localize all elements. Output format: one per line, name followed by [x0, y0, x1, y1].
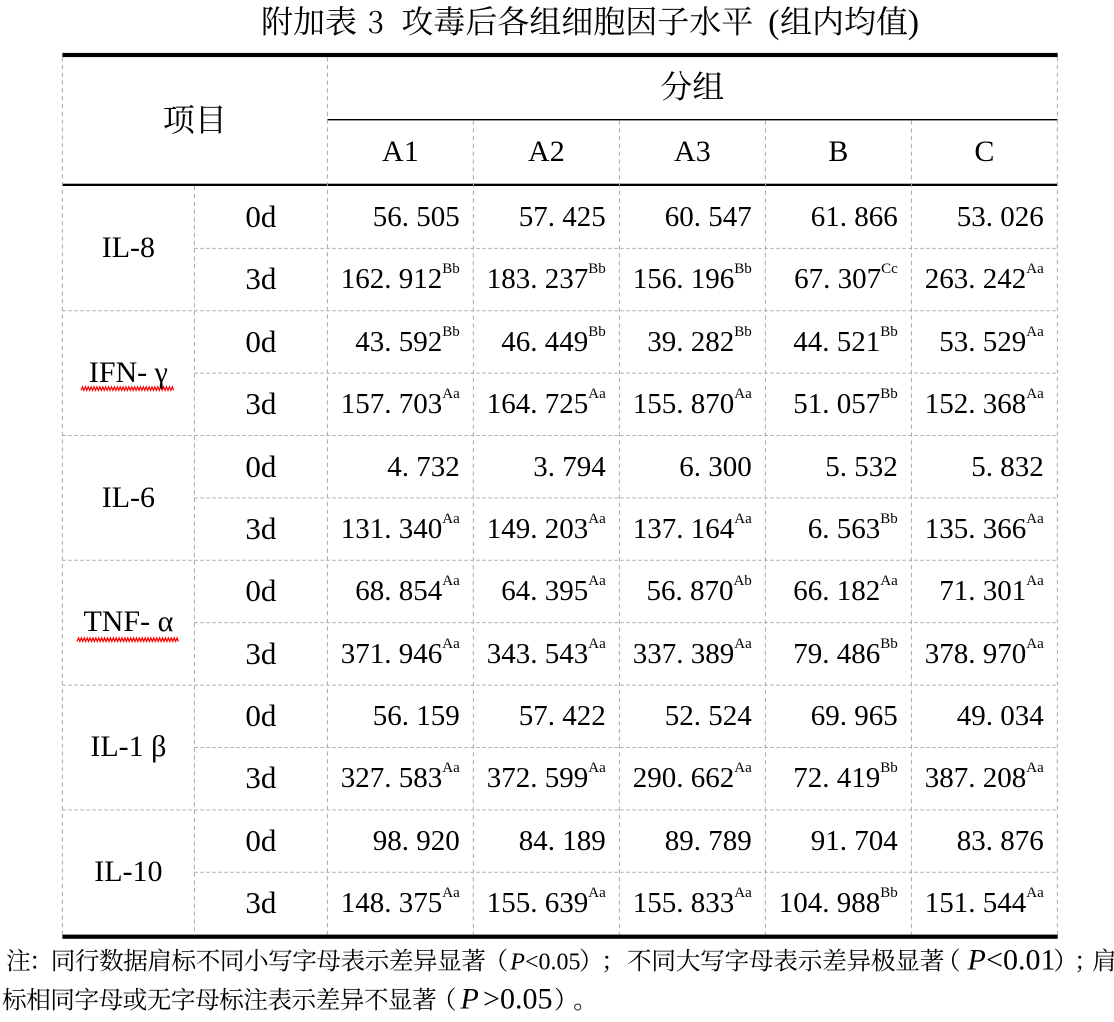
svg-text:(: (	[768, 4, 779, 41]
svg-text:P: P	[509, 950, 525, 976]
svg-text:1: 1	[1041, 944, 1056, 977]
svg-text:<0.05: <0.05	[525, 950, 581, 976]
svg-text:): )	[908, 4, 919, 41]
svg-text:<: <	[986, 944, 1003, 977]
svg-text:.: .	[1018, 944, 1026, 977]
svg-text:P: P	[967, 944, 986, 977]
svg-text:0: 0	[523, 983, 538, 1016]
svg-text:0: 0	[500, 983, 515, 1016]
svg-text:.: .	[515, 983, 523, 1016]
svg-text:0: 0	[1003, 944, 1018, 977]
svg-text:0: 0	[1026, 944, 1041, 977]
svg-text:P: P	[460, 983, 479, 1016]
svg-text:>: >	[483, 983, 500, 1016]
svg-text:5: 5	[538, 983, 553, 1016]
